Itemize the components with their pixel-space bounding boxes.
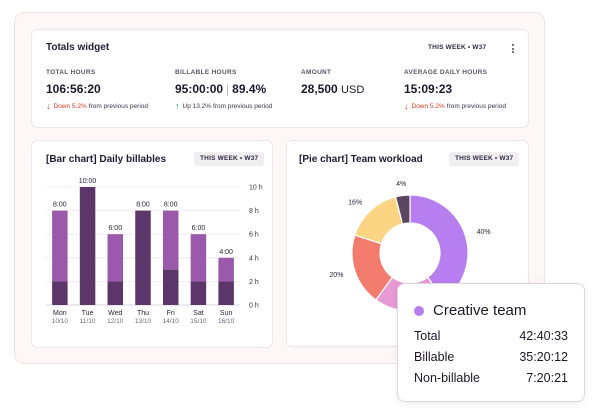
stat-delta: ↑ Up 13.2% from previous period [175, 101, 273, 111]
stat-delta: ↓ Down 5.2% from previous period [404, 101, 506, 111]
stat-value: 106:56:20 [46, 82, 101, 96]
tooltip-row-total: Total 42:40:33 [414, 329, 568, 343]
tooltip-row-label: Non-billable [414, 371, 481, 385]
pie-slice-label: 40% [477, 229, 491, 236]
x-tick-date: 14/10 [163, 318, 180, 325]
stat-label: BILLABLE HOURS [175, 69, 237, 76]
bar-data-label: 8:00 [164, 202, 178, 209]
totals-widget-title: Totals widget [46, 42, 110, 53]
y-tick-label: 10 h [249, 185, 263, 192]
stat-amount: AMOUNT 28,500 USD [301, 69, 364, 96]
bar-segment[interactable] [135, 210, 151, 305]
bar-segment[interactable] [107, 281, 124, 305]
x-tick-label: Mon [53, 310, 67, 317]
stat-value: 15:09:23 [404, 82, 453, 96]
pie-tooltip: Creative team Total 42:40:33 Billable 35… [397, 283, 585, 402]
pie-slice-label: 20% [329, 272, 343, 279]
bar-segment[interactable] [190, 281, 207, 305]
x-tick-label: Fri [167, 310, 176, 317]
x-tick-date: 13/10 [135, 318, 152, 325]
bar-data-label: 8:00 [136, 202, 150, 209]
bar-segment[interactable] [162, 269, 179, 305]
bar-data-label: 6:00 [192, 225, 206, 232]
bar-chart-title: [Bar chart] Daily billables [46, 154, 167, 165]
delta-trend: Up 13.2% [182, 103, 212, 110]
x-tick-label: Sun [220, 310, 233, 317]
amount-unit: USD [341, 84, 365, 96]
billable-percent-value: 89.4% [232, 82, 267, 96]
delta-trend: Down 5.2% [411, 103, 445, 110]
y-tick-label: 0 h [249, 303, 259, 310]
bar-segment[interactable] [218, 281, 234, 305]
pie-slice-label: 16% [348, 199, 362, 206]
legend-dot-icon [414, 305, 424, 316]
y-tick-label: 8 h [249, 208, 259, 215]
bar-segment[interactable] [162, 210, 179, 270]
stat-billable-hours: BILLABLE HOURS 95:00:00 | 89.4% ↑ Up 13.2%… [175, 69, 273, 111]
x-tick-date: 16/10 [218, 318, 235, 325]
bar-segment[interactable] [52, 281, 68, 305]
tooltip-row-value: 7:20:21 [526, 371, 568, 385]
bar-period-selector[interactable]: THIS WEEK • W37 [194, 152, 265, 166]
x-tick-date: 12/10 [107, 318, 124, 325]
pie-chart-title: [Pie chart] Team workload [299, 154, 423, 165]
stat-label: TOTAL HOURS [46, 69, 96, 76]
tooltip-row-label: Billable [414, 350, 455, 364]
x-tick-label: Sat [193, 310, 204, 317]
tooltip-row-value: 35:20:12 [519, 350, 568, 364]
bar-segment[interactable] [107, 234, 124, 282]
x-tick-date: 10/10 [52, 318, 69, 325]
tooltip-title: Creative team [433, 302, 527, 319]
bar-segment[interactable] [52, 210, 68, 282]
stat-label: AVERAGE DAILY HOURS [404, 69, 488, 76]
tooltip-row-value: 42:40:33 [519, 329, 568, 343]
x-tick-label: Tue [82, 310, 94, 317]
stat-value: 95:00:00 | 89.4% [175, 82, 267, 96]
stat-label: AMOUNT [301, 69, 332, 76]
stat-value: 28,500 USD [301, 82, 364, 96]
delta-text: from previous period [88, 103, 148, 110]
totals-widget: Totals widget THIS WEEK • W37 TOTAL HOUR… [31, 29, 529, 128]
stat-total-hours: TOTAL HOURS 106:56:20 ↓ Down 5.2% from p… [46, 69, 148, 111]
bar-data-label: 4:00 [219, 249, 233, 256]
amount-value: 28,500 [301, 82, 338, 96]
pie-period-selector[interactable]: THIS WEEK • W37 [449, 152, 520, 166]
billable-hours-value: 95:00:00 [175, 82, 224, 96]
delta-text: from previous period [446, 103, 506, 110]
y-tick-label: 2 h [249, 279, 259, 286]
tooltip-row-non-billable: Non-billable 7:20:21 [414, 371, 568, 385]
arrow-down-icon: ↓ [404, 101, 409, 111]
stat-delta: ↓ Down 5.2% from previous period [46, 101, 148, 111]
bar-chart-widget: [Bar chart] Daily billables THIS WEEK • … [31, 140, 273, 348]
x-tick-date: 11/10 [80, 318, 96, 325]
kebab-menu-icon[interactable] [509, 43, 517, 55]
bar-segment[interactable] [190, 234, 207, 282]
stat-average-daily-hours: AVERAGE DAILY HOURS 15:09:23 ↓ Down 5.2%… [404, 69, 506, 111]
arrow-down-icon: ↓ [46, 101, 51, 111]
y-tick-label: 6 h [249, 232, 259, 239]
x-tick-label: Wed [108, 310, 122, 317]
delta-text: from previous period [213, 103, 273, 110]
bar-data-label: 10:00 [79, 178, 97, 185]
pie-slice-label: 4% [396, 181, 406, 188]
tooltip-row-label: Total [414, 329, 441, 343]
totals-period-selector[interactable]: THIS WEEK • W37 [428, 44, 487, 51]
bar-segment[interactable] [79, 187, 96, 305]
bar-segment[interactable] [218, 257, 234, 282]
tooltip-row-billable: Billable 35:20:12 [414, 350, 568, 364]
bar-chart: 0 h2 h4 h6 h8 h10 h8:00Mon10/1010:00Tue1… [46, 178, 263, 325]
bar-data-label: 6:00 [108, 225, 122, 232]
x-tick-date: 15/10 [190, 318, 207, 325]
x-tick-label: Thu [137, 310, 149, 317]
delta-trend: Down 5.2% [53, 103, 87, 110]
y-tick-label: 4 h [249, 255, 259, 262]
pie-slice[interactable] [394, 194, 411, 225]
tooltip-header: Creative team [414, 302, 526, 319]
arrow-up-icon: ↑ [175, 101, 180, 111]
bar-data-label: 8:00 [53, 202, 67, 209]
